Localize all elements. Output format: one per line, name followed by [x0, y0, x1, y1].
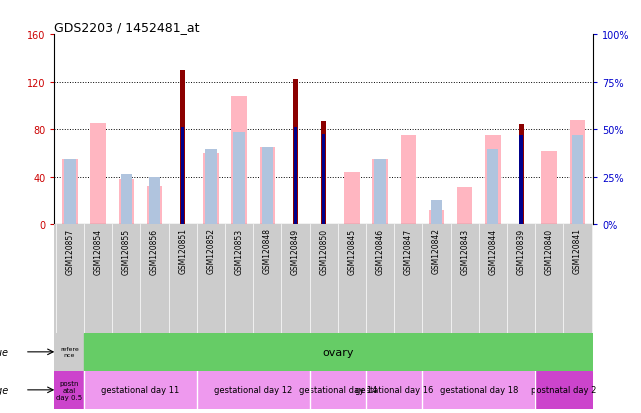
Text: GSM120848: GSM120848	[263, 228, 272, 274]
Bar	[233, 132, 245, 225]
Bar	[149, 177, 160, 225]
Bar	[54, 371, 84, 409]
Bar	[344, 173, 360, 225]
Text: postnatal day 2: postnatal day 2	[531, 385, 596, 394]
Bar	[180, 71, 185, 225]
Text: age: age	[0, 385, 9, 395]
Text: GSM120853: GSM120853	[235, 228, 244, 274]
Bar	[422, 371, 535, 409]
Bar	[485, 136, 501, 225]
Bar	[293, 80, 298, 225]
Bar	[401, 136, 416, 225]
Text: GSM120843: GSM120843	[460, 228, 469, 274]
Text: GSM120840: GSM120840	[545, 228, 554, 274]
Text: GSM120855: GSM120855	[122, 228, 131, 274]
Text: GSM120846: GSM120846	[376, 228, 385, 274]
Text: GSM120844: GSM120844	[488, 228, 497, 274]
Text: GSM120839: GSM120839	[517, 228, 526, 274]
Text: GSM120856: GSM120856	[150, 228, 159, 274]
Bar	[321, 121, 326, 225]
Text: GSM120851: GSM120851	[178, 228, 187, 274]
Bar	[294, 128, 297, 225]
Text: tissue: tissue	[0, 347, 9, 357]
Text: GSM120842: GSM120842	[432, 228, 441, 274]
Text: GSM120849: GSM120849	[291, 228, 300, 274]
Text: gestational day 14: gestational day 14	[299, 385, 377, 394]
Bar	[310, 371, 366, 409]
Bar	[203, 154, 219, 225]
Text: GSM120845: GSM120845	[347, 228, 356, 274]
Bar	[519, 136, 522, 225]
Bar	[366, 371, 422, 409]
Bar	[519, 125, 524, 225]
Bar	[84, 371, 197, 409]
Bar	[542, 151, 557, 225]
Bar	[197, 371, 310, 409]
Bar	[535, 371, 592, 409]
Bar	[90, 124, 106, 225]
Text: gestational day 18: gestational day 18	[440, 385, 518, 394]
Bar	[64, 159, 76, 225]
Text: ovary: ovary	[323, 347, 354, 357]
Text: GSM120847: GSM120847	[404, 228, 413, 274]
Bar	[570, 121, 585, 225]
Bar	[429, 211, 444, 225]
Bar	[54, 333, 84, 371]
Bar	[231, 97, 247, 225]
Bar	[262, 148, 273, 225]
Text: postn
atal
day 0.5: postn atal day 0.5	[56, 380, 82, 400]
Text: GDS2203 / 1452481_at: GDS2203 / 1452481_at	[54, 21, 200, 34]
Bar	[431, 201, 442, 225]
Bar	[147, 187, 162, 225]
Bar	[62, 159, 78, 225]
Bar	[374, 159, 386, 225]
Text: refere
nce: refere nce	[60, 347, 79, 357]
Bar	[181, 128, 185, 225]
Text: GSM120857: GSM120857	[65, 228, 74, 274]
Bar	[572, 136, 583, 225]
Bar	[119, 180, 134, 225]
Bar	[322, 135, 326, 225]
Text: GSM120850: GSM120850	[319, 228, 328, 274]
Text: GSM120852: GSM120852	[206, 228, 215, 274]
Bar	[205, 150, 217, 225]
Text: gestational day 11: gestational day 11	[101, 385, 179, 394]
Text: gestational day 12: gestational day 12	[214, 385, 292, 394]
Bar	[487, 150, 499, 225]
Bar	[372, 159, 388, 225]
Bar	[260, 148, 275, 225]
Bar	[457, 188, 472, 225]
Text: gestational day 16: gestational day 16	[355, 385, 433, 394]
Text: GSM120841: GSM120841	[573, 228, 582, 274]
Text: GSM120854: GSM120854	[94, 228, 103, 274]
Bar	[121, 175, 132, 225]
